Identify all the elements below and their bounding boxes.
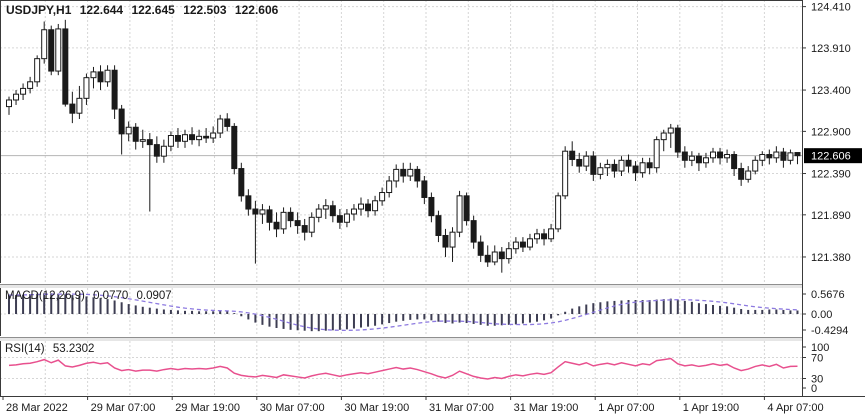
macd-label: MACD(12,26,9) <box>5 290 85 302</box>
svg-text:121.380: 121.380 <box>811 252 851 264</box>
rsi-canvas[interactable] <box>0 341 802 396</box>
svg-text:30 Mar 19:00: 30 Mar 19:00 <box>344 402 409 414</box>
svg-text:-0.4294: -0.4294 <box>811 325 848 337</box>
rsi-indicator-pane: RSI(14) 53.2302 <box>0 341 802 396</box>
svg-text:122.606: 122.606 <box>811 151 851 163</box>
macd-canvas[interactable] <box>0 288 802 336</box>
current-price-tag: 122.606 <box>804 148 862 164</box>
svg-text:121.890: 121.890 <box>811 210 851 222</box>
svg-text:0.00: 0.00 <box>811 309 832 321</box>
macd-header: MACD(12,26,9) 0.0770 0.0907 <box>5 290 177 302</box>
bar-high-value: 122.645 <box>131 3 175 17</box>
macd-indicator-pane: MACD(12,26,9) 0.0770 0.0907 <box>0 288 802 336</box>
macd-signal-value: 0.0907 <box>136 290 172 302</box>
price-axis-canvas[interactable]: 124.410 123.910 123.400 122.900 122.390 121.8… <box>802 0 865 396</box>
svg-text:29 Mar 19:00: 29 Mar 19:00 <box>175 402 240 414</box>
symbol-timeframe-label: USDJPY,H1 <box>6 3 72 17</box>
svg-text:122.900: 122.900 <box>811 126 851 138</box>
svg-text:70: 70 <box>811 352 823 364</box>
chart-ohlc-header: USDJPY,H1 122.644 122.645 122.503 122.60… <box>6 3 283 17</box>
svg-text:28 Mar 2022: 28 Mar 2022 <box>6 402 68 414</box>
svg-text:31 Mar 19:00: 31 Mar 19:00 <box>514 402 579 414</box>
macd-main-value: 0.0770 <box>93 290 129 302</box>
svg-text:29 Mar 07:00: 29 Mar 07:00 <box>91 402 156 414</box>
svg-text:122.390: 122.390 <box>811 169 851 181</box>
svg-text:30: 30 <box>811 374 823 386</box>
svg-text:1 Apr 07:00: 1 Apr 07:00 <box>598 402 654 414</box>
time-axis-canvas[interactable]: 28 Mar 2022 29 Mar 07:00 29 Mar 19:00 30 Ma… <box>0 396 865 419</box>
rsi-header: RSI(14) 53.2302 <box>5 343 99 355</box>
svg-text:124.410: 124.410 <box>811 2 851 14</box>
rsi-label: RSI(14) <box>5 343 45 355</box>
bar-close-value: 122.606 <box>234 3 279 17</box>
bar-open-value: 122.644 <box>79 3 124 17</box>
time-axis[interactable]: 28 Mar 2022 29 Mar 07:00 29 Mar 19:00 30 Ma… <box>0 396 865 419</box>
svg-text:123.910: 123.910 <box>811 43 851 55</box>
svg-text:1 Apr 19:00: 1 Apr 19:00 <box>683 402 739 414</box>
rsi-current-value: 53.2302 <box>52 343 95 355</box>
svg-text:30 Mar 07:00: 30 Mar 07:00 <box>260 402 325 414</box>
svg-text:0.5676: 0.5676 <box>811 289 845 301</box>
svg-text:123.400: 123.400 <box>811 85 851 97</box>
bar-low-value: 122.503 <box>183 3 227 17</box>
price-axis[interactable]: 124.410 123.910 123.400 122.900 122.390 121.8… <box>802 0 865 396</box>
svg-text:100: 100 <box>811 342 829 354</box>
svg-text:4 Apr 07:00: 4 Apr 07:00 <box>767 402 823 414</box>
svg-text:31 Mar 07:00: 31 Mar 07:00 <box>429 402 494 414</box>
price-chart-pane: USDJPY,H1 122.644 122.645 122.503 122.60… <box>0 0 802 283</box>
price-chart-canvas[interactable] <box>0 0 802 283</box>
svg-text:0: 0 <box>811 383 817 395</box>
